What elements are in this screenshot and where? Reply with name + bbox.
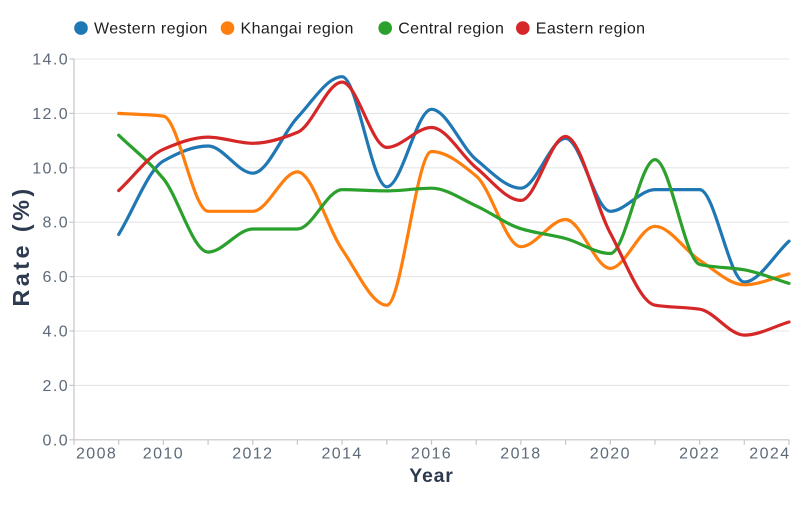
svg-text:2022: 2022 [679, 446, 720, 463]
svg-text:Rate (%): Rate (%) [8, 185, 34, 306]
svg-text:2020: 2020 [590, 446, 631, 463]
svg-text:2010: 2010 [143, 446, 184, 463]
svg-text:Year: Year [409, 465, 453, 487]
svg-text:Central region: Central region [398, 21, 504, 38]
svg-text:2024: 2024 [749, 446, 790, 463]
svg-text:0.0: 0.0 [43, 432, 69, 449]
svg-text:10.0: 10.0 [32, 160, 69, 177]
svg-text:8.0: 8.0 [43, 215, 69, 232]
svg-text:2008: 2008 [76, 446, 117, 463]
svg-text:14.0: 14.0 [32, 52, 69, 69]
svg-text:2014: 2014 [321, 446, 362, 463]
svg-text:2012: 2012 [232, 446, 273, 463]
svg-text:2016: 2016 [411, 446, 452, 463]
svg-text:4.0: 4.0 [43, 324, 69, 341]
svg-text:2.0: 2.0 [43, 378, 69, 395]
svg-text:Western region: Western region [94, 21, 208, 38]
svg-text:2018: 2018 [500, 446, 541, 463]
svg-text:12.0: 12.0 [32, 106, 69, 123]
svg-text:6.0: 6.0 [43, 269, 69, 286]
svg-text:Eastern region: Eastern region [536, 21, 646, 38]
svg-text:Khangai region: Khangai region [241, 21, 354, 38]
